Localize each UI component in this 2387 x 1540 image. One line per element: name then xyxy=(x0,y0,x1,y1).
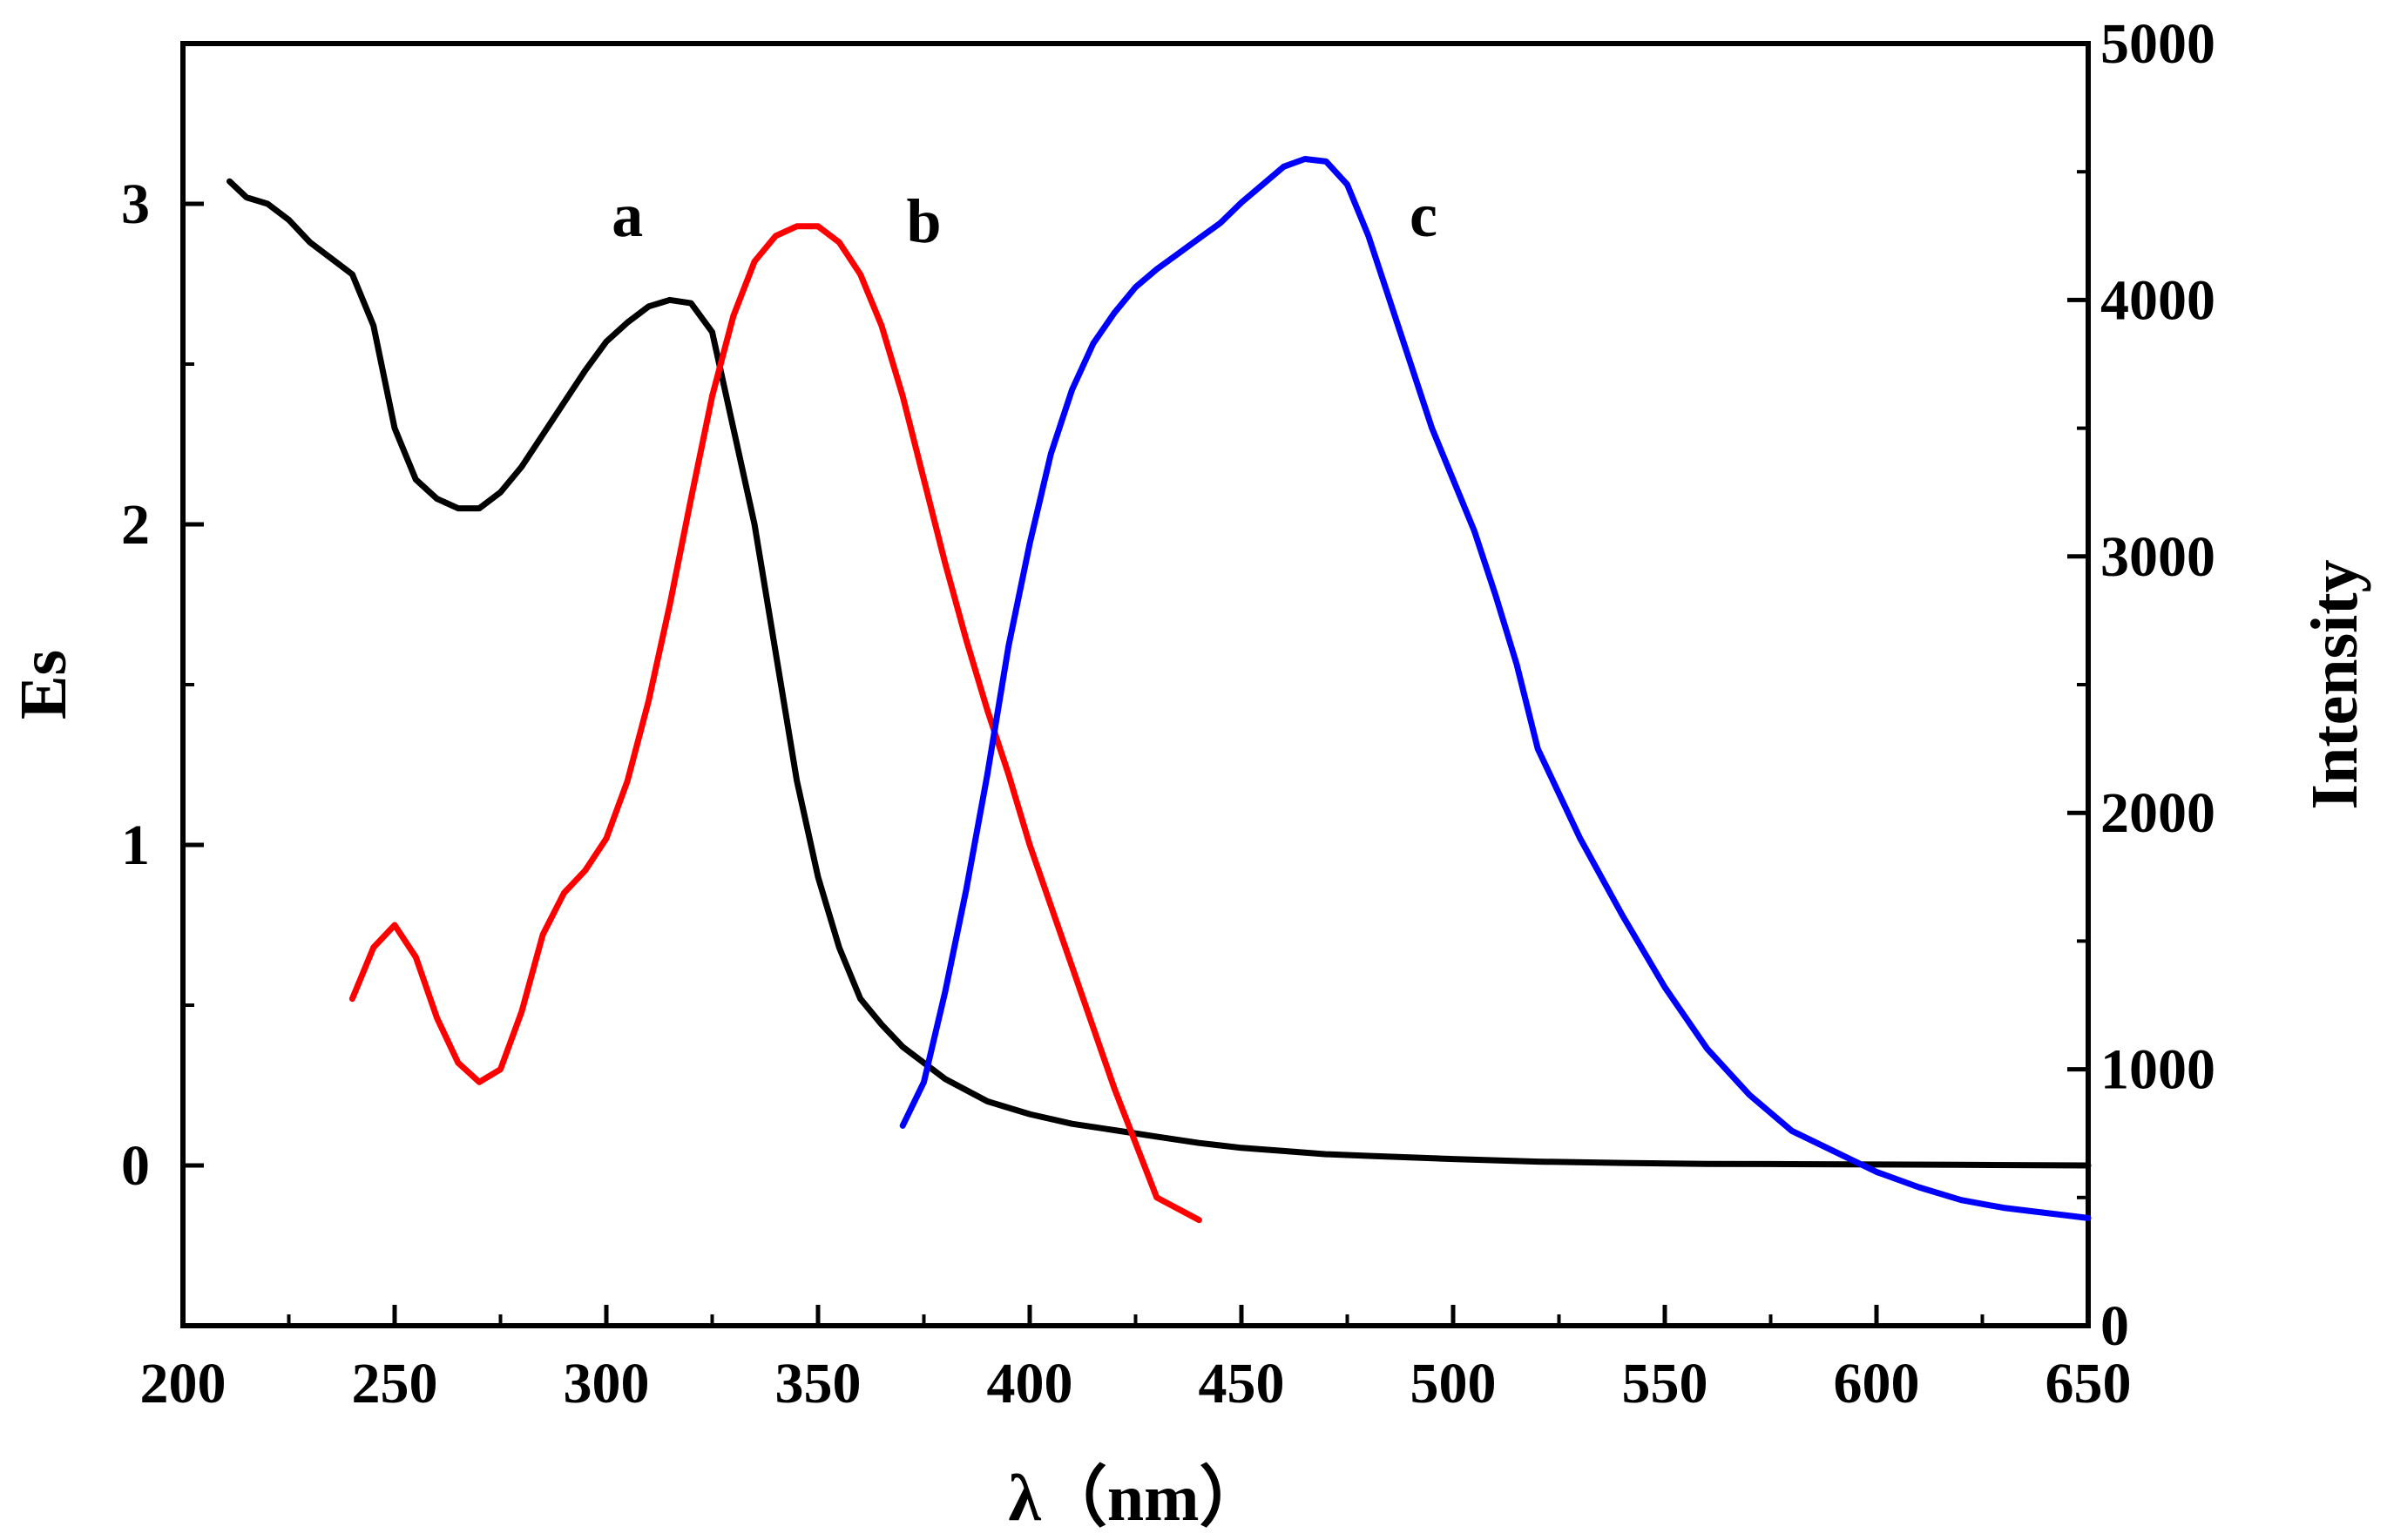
curves xyxy=(227,156,2092,1224)
y-left-tick-label: 1 xyxy=(121,814,150,877)
series-c-line xyxy=(899,156,2092,1221)
x-tick-label: 200 xyxy=(140,1352,227,1415)
curve-label-a: a xyxy=(612,180,643,250)
y-right-tick-label: 4000 xyxy=(2100,268,2215,332)
y-left-axis-title: Es xyxy=(7,650,80,719)
x-tick-label: 400 xyxy=(987,1352,1073,1415)
x-tick-label: 350 xyxy=(775,1352,862,1415)
y-right-tick-label: 5000 xyxy=(2100,12,2215,76)
x-tick-label: 250 xyxy=(352,1352,438,1415)
x-axis-title: λ（nm） xyxy=(1009,1462,1266,1535)
y-right-tick-label: 0 xyxy=(2100,1294,2129,1358)
y-right-axis-title: Intensity xyxy=(2298,559,2371,809)
x-tick-label: 300 xyxy=(564,1352,650,1415)
y-left-tick-label: 2 xyxy=(121,493,150,557)
curve-label-c: c xyxy=(1410,180,1437,250)
curve-labels: a b c xyxy=(612,180,1437,256)
y-right-tick-label: 3000 xyxy=(2100,525,2215,589)
x-tick-label: 450 xyxy=(1199,1352,1285,1415)
tick-labels: 200 250 300 350 400 450 500 550 600 6500123010002… xyxy=(121,12,2215,1415)
x-tick-label: 600 xyxy=(1834,1352,1920,1415)
x-tick-label: 550 xyxy=(1622,1352,1708,1415)
y-left-tick-label: 0 xyxy=(121,1134,150,1198)
series-a-line xyxy=(227,178,2092,1169)
y-left-tick-label: 3 xyxy=(121,172,150,236)
series-b-line xyxy=(348,223,1202,1224)
curve-label-b: b xyxy=(906,186,941,256)
ticks xyxy=(180,41,2091,1328)
y-right-tick-label: 1000 xyxy=(2100,1038,2215,1102)
x-tick-label: 500 xyxy=(1410,1352,1497,1415)
y-right-tick-label: 2000 xyxy=(2100,781,2215,845)
x-tick-label: 650 xyxy=(2046,1352,2132,1415)
